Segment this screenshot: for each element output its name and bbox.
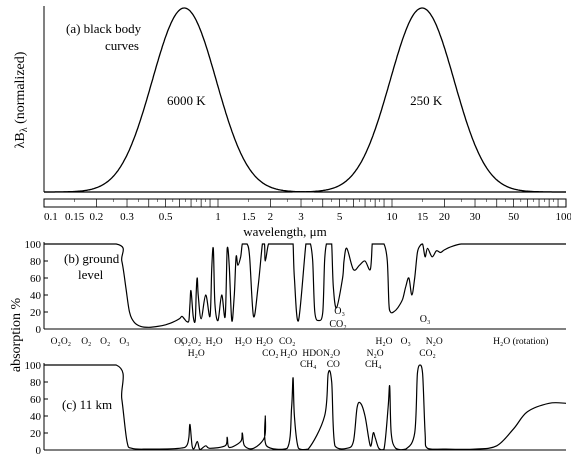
y-tick-label: 40 xyxy=(30,290,42,302)
x-tick-label: 30 xyxy=(470,211,482,223)
gas-label: N₂O xyxy=(426,337,443,347)
x-tick-label: 0.5 xyxy=(159,211,173,223)
gas-label: H₂O xyxy=(235,337,252,347)
gas-label: CO₂ xyxy=(279,337,296,347)
x-tick-label: 10 xyxy=(387,211,399,223)
panel-b-annotation: CO₂ xyxy=(329,319,346,330)
gas-label: CH₄ xyxy=(365,360,382,370)
x-tick-label: 0.1 xyxy=(44,211,58,223)
gas-label: O₂O₂ xyxy=(181,337,201,347)
x-axis-label: wavelength, μm xyxy=(243,224,327,239)
panel-c-absorption-curve xyxy=(44,364,567,451)
gas-label: O₃ xyxy=(174,337,184,347)
gas-label: H₂O xyxy=(188,349,205,359)
gas-label: N₂O xyxy=(323,349,340,359)
curve-label-2: 250 K xyxy=(410,93,443,108)
gas-label: HDO xyxy=(302,349,323,359)
y-tick-label: 0 xyxy=(36,445,42,456)
gas-label: H₂O xyxy=(206,337,223,347)
absorption-y-label: absorption % xyxy=(9,298,24,373)
y-tick-label: 20 xyxy=(30,307,42,319)
x-tick-label: 5 xyxy=(337,211,343,223)
gas-label: CO₂ xyxy=(262,349,279,359)
gas-label: O₃ xyxy=(401,337,411,347)
x-tick-label: 1 xyxy=(215,211,221,223)
gas-label: O₂ xyxy=(100,337,110,347)
x-tick-label: 50 xyxy=(508,211,520,223)
y-tick-label: 60 xyxy=(30,273,42,285)
gas-label: CH₄ xyxy=(300,360,317,370)
y-tick-label: 100 xyxy=(25,239,42,251)
y-tick-label: 0 xyxy=(36,324,42,336)
y-tick-label: 60 xyxy=(30,394,42,406)
gas-label: H₂O xyxy=(376,337,393,347)
x-tick-label: 0.3 xyxy=(120,211,134,223)
gas-label: N₂O xyxy=(367,349,384,359)
panel-a-y-label: λBλ (normalized) xyxy=(13,51,30,148)
gas-label: O₂ xyxy=(81,337,91,347)
wavelength-scale-bar xyxy=(43,198,567,208)
x-tick-label: 1.5 xyxy=(242,211,256,223)
x-tick-label: 0.15 xyxy=(65,211,85,223)
curve-label-1: 6000 K xyxy=(167,93,206,108)
y-tick-label: 80 xyxy=(30,256,42,268)
gas-label: O₂O₂ xyxy=(51,337,71,347)
gas-label: CO₂ xyxy=(419,349,436,359)
panel-a-title-line-2: curves xyxy=(105,38,139,53)
x-tick-label: 0.2 xyxy=(90,211,104,223)
wavelength-axis: 0.1 0.15 0.2 0.3 0.5 1 1.5 2 3 5 10 15 20 30 50 100 wave… xyxy=(43,198,571,239)
x-tick-label: 2 xyxy=(268,211,274,223)
panel-b-annotation: O₃ xyxy=(334,306,345,317)
y-axis-labels: λBλ (normalized) absorption % xyxy=(9,51,30,372)
panel-b-title-line-1: (b) ground xyxy=(64,251,120,266)
x-tick-label: 20 xyxy=(439,211,451,223)
gas-label: H₂O xyxy=(256,337,273,347)
panel-b-absorption-curve xyxy=(44,243,566,328)
panel-b-title-line-2: level xyxy=(78,267,104,282)
panel-c-title: (c) 11 km xyxy=(62,397,112,412)
x-tick-label: 3 xyxy=(298,211,304,223)
x-tick-label: 100 xyxy=(556,211,571,223)
gas-label: CO xyxy=(327,360,340,370)
gas-label: H₂O xyxy=(280,349,297,359)
y-tick-label: 80 xyxy=(30,377,42,389)
panel-a: 6000 K 250 K (a) black body curves xyxy=(43,6,566,193)
x-tick-label: 15 xyxy=(417,211,429,223)
gas-label: H₂O (rotation) xyxy=(493,336,548,347)
y-tick-label: 100 xyxy=(25,360,42,372)
panel-a-title-line-1: (a) black body xyxy=(66,21,142,36)
panel-c: 0 20 40 60 80 100 (c) 11 km xyxy=(25,360,567,456)
panel-b-annotation: O₃ xyxy=(420,314,431,325)
gas-label: O₃ xyxy=(119,337,129,347)
y-tick-label: 20 xyxy=(30,428,42,440)
y-tick-label: 40 xyxy=(30,411,42,423)
